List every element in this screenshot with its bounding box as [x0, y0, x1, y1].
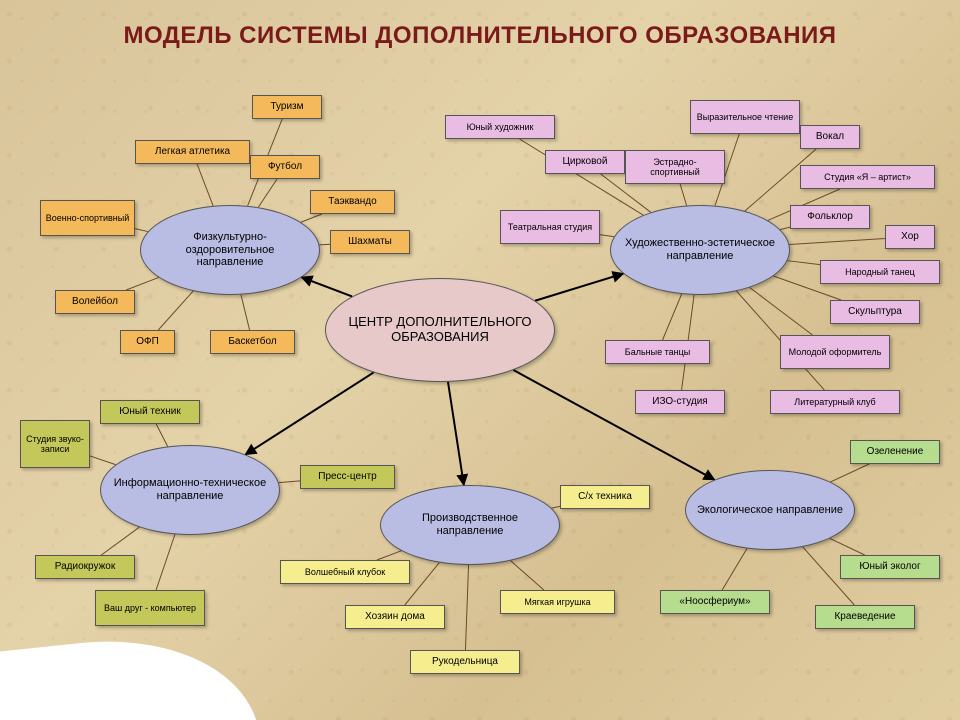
leaf-sport: Шахматы	[330, 230, 410, 254]
leaf-art: Народный танец	[820, 260, 940, 284]
leaf-sport: Футбол	[250, 155, 320, 179]
leaf-sport: Волейбол	[55, 290, 135, 314]
page-title: МОДЕЛЬ СИСТЕМЫ ДОПОЛНИТЕЛЬНОГО ОБРАЗОВАН…	[0, 22, 960, 50]
leaf-eco: Краеведение	[815, 605, 915, 629]
leaf-sport: Баскетбол	[210, 330, 295, 354]
leaf-art: Скульптура	[830, 300, 920, 324]
leaf-prod: Волшебный клубок	[280, 560, 410, 584]
leaf-art: Студия «Я – артист»	[800, 165, 935, 189]
leaf-art: Молодой оформитель	[780, 335, 890, 369]
leaf-tech: Радиокружок	[35, 555, 135, 579]
leaf-prod: Рукодельница	[410, 650, 520, 674]
branch-tech: Информационно-техническое направление	[100, 445, 280, 535]
leaf-art: Литературный клуб	[770, 390, 900, 414]
branch-art: Художественно-эстетическое направление	[610, 205, 790, 295]
leaf-sport: Туризм	[252, 95, 322, 119]
leaf-sport: Таэквандо	[310, 190, 395, 214]
leaf-tech: Юный техник	[100, 400, 200, 424]
leaf-art: Выразительное чтение	[690, 100, 800, 134]
leaf-tech: Пресс-центр	[300, 465, 395, 489]
branch-sport: Физкультурно-оздоровительное направление	[140, 205, 320, 295]
leaf-art: Цирковой	[545, 150, 625, 174]
leaf-art: Фольклор	[790, 205, 870, 229]
leaf-prod: С/х техника	[560, 485, 650, 509]
leaf-art: Бальные танцы	[605, 340, 710, 364]
leaf-eco: Озеленение	[850, 440, 940, 464]
leaf-tech: Ваш друг - компьютер	[95, 590, 205, 626]
leaf-eco: Юный эколог	[840, 555, 940, 579]
branch-prod: Производственное направление	[380, 485, 560, 565]
leaf-sport: ОФП	[120, 330, 175, 354]
leaf-sport: Легкая атлетика	[135, 140, 250, 164]
leaf-art: Вокал	[800, 125, 860, 149]
leaf-sport: Военно-спортивный	[40, 200, 135, 236]
leaf-art: Театральная студия	[500, 210, 600, 244]
leaf-prod: Мягкая игрушка	[500, 590, 615, 614]
leaf-art: Юный художник	[445, 115, 555, 139]
center-node: ЦЕНТР ДОПОЛНИТЕЛЬНОГО ОБРАЗОВАНИЯ	[325, 278, 555, 382]
leaf-prod: Хозяин дома	[345, 605, 445, 629]
leaf-art: ИЗО-студия	[635, 390, 725, 414]
branch-eco: Экологическое направление	[685, 470, 855, 550]
leaf-art: Хор	[885, 225, 935, 249]
leaf-tech: Студия звуко-записи	[20, 420, 90, 468]
leaf-art: Эстрадно-спортивный	[625, 150, 725, 184]
leaf-eco: «Ноосфериум»	[660, 590, 770, 614]
